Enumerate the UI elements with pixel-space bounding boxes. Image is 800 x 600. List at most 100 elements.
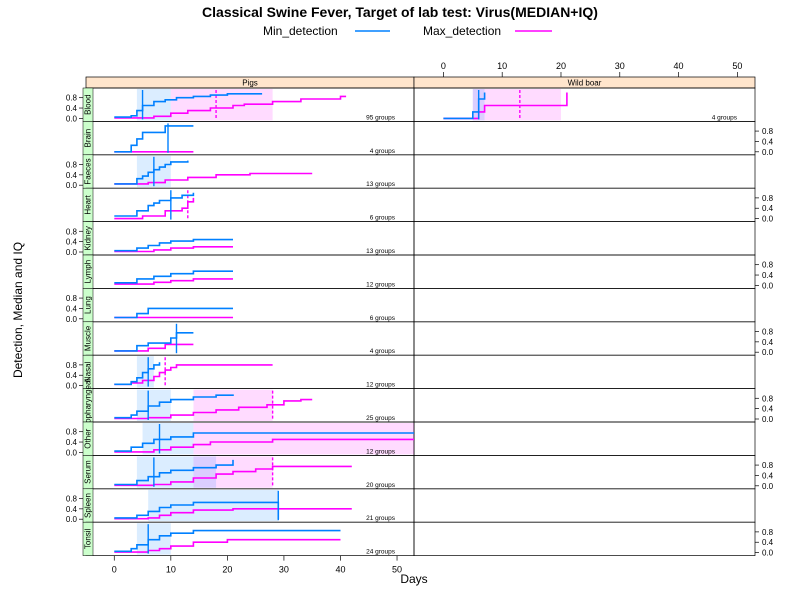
y-tick-label: 0.0 — [66, 248, 78, 257]
step-line-min-detection — [114, 432, 414, 452]
panel-kidney-wild_boar — [413, 221, 756, 256]
panel-faeces-wild_boar — [413, 154, 756, 189]
y-tick-label: 0.8 — [66, 160, 78, 169]
step-line-min-detection — [114, 459, 234, 486]
x-tick-label: 40 — [674, 61, 684, 71]
chart-title: Classical Swine Fever, Target of lab tes… — [202, 4, 598, 20]
row-label-nasal: Nasal — [84, 361, 93, 382]
groups-count-label: 6 groups — [370, 215, 396, 222]
x-tick-label: 30 — [279, 565, 289, 575]
step-line-min-detection — [114, 93, 263, 118]
panel-brain-pigs — [85, 121, 415, 156]
row-label-blood: Blood — [84, 94, 93, 114]
groups-count-label: 21 groups — [366, 515, 396, 522]
step-line-max-detection — [114, 95, 347, 119]
series-group-lymph-pigs: 12 groups — [114, 270, 396, 288]
step-line-max-detection — [114, 398, 313, 420]
iq-band-min — [148, 489, 279, 522]
y-tick-label: 0.0 — [762, 215, 774, 224]
panel-lymph-wild_boar — [413, 254, 756, 289]
y-axis-label: Detection, Median and IQ — [11, 242, 25, 378]
y-tick-label: 0.4 — [762, 338, 774, 347]
y-tick-label: 0.8 — [762, 327, 774, 336]
y-tick-label: 0.8 — [66, 428, 78, 437]
series-group-tonsil-pigs: 24 groups — [114, 523, 396, 556]
series-group-blood-pigs: 95 groups — [114, 89, 396, 121]
y-tick-label: 0.4 — [762, 204, 774, 213]
series-group-heart-pigs: 6 groups — [114, 190, 396, 222]
y-tick-label: 0.4 — [66, 371, 78, 380]
step-line-max-detection — [114, 172, 313, 185]
groups-count-label: 25 groups — [366, 415, 396, 422]
panel-muscle-wild_boar — [413, 321, 756, 356]
y-tick-label: 0.8 — [762, 528, 774, 537]
groups-count-label: 24 groups — [366, 549, 396, 556]
y-tick-label: 0.8 — [762, 194, 774, 203]
y-tick-label: 0.8 — [762, 394, 774, 403]
y-tick-label: 0.4 — [762, 271, 774, 280]
x-tick-label: 10 — [166, 565, 176, 575]
y-tick-label: 0.8 — [66, 361, 78, 370]
y-tick-label: 0.0 — [762, 348, 774, 357]
step-line-max-detection — [114, 465, 352, 487]
step-line-min-detection — [114, 270, 233, 284]
y-tick-label: 0.8 — [66, 294, 78, 303]
row-label-faeces: Faeces — [84, 158, 93, 184]
groups-count-label: 12 groups — [366, 448, 396, 455]
series-group-serum-pigs: 20 groups — [114, 456, 396, 489]
x-tick-label: 0 — [112, 565, 117, 575]
y-tick-label: 0.0 — [66, 181, 78, 190]
legend: Min_detection Max_detection — [263, 24, 552, 38]
y-tick-label: 0.8 — [762, 461, 774, 470]
y-tick-label: 0.8 — [66, 494, 78, 503]
legend-label-min-detection: Min_detection — [263, 24, 338, 38]
series-group-blood-wild_boar: 4 groups — [443, 89, 738, 121]
y-tick-label: 0.0 — [762, 148, 774, 157]
x-tick-label: 50 — [732, 61, 742, 71]
row-label-kidney: Kidney — [84, 226, 93, 250]
x-tick-label: 50 — [392, 565, 402, 575]
panel-oropharyngeal-wild_boar — [413, 388, 756, 423]
panel-grid: Pigs Wild boar Blood 95 groups 4 groups Brain… — [82, 76, 756, 556]
panel-blood-wild_boar — [413, 87, 756, 122]
series-group-kidney-pigs: 13 groups — [114, 238, 396, 255]
y-tick-label: 0.4 — [66, 304, 78, 313]
series-group-oropharyngeal-pigs: 25 groups — [114, 389, 396, 422]
y-tick-label: 0.0 — [66, 448, 78, 457]
series-group-other-pigs: 12 groups — [114, 423, 414, 455]
step-line-max-detection — [114, 343, 194, 352]
panel-nasal-wild_boar — [413, 354, 756, 389]
series-group-nasal-pigs: 12 groups — [114, 356, 396, 389]
x-tick-label: 30 — [615, 61, 625, 71]
step-line-max-detection — [114, 508, 352, 520]
groups-count-label: 4 groups — [712, 114, 738, 121]
row-strip-tonsil — [82, 521, 94, 556]
legend-label-max-detection: Max_detection — [423, 24, 501, 38]
axes: 0.00.40.80.00.40.80.00.40.80.00.40.80.00… — [66, 61, 774, 575]
series-group-brain-pigs: 4 groups — [114, 123, 396, 155]
groups-count-label: 6 groups — [370, 315, 396, 322]
x-tick-label: 0 — [441, 61, 446, 71]
panel-serum-wild_boar — [413, 455, 756, 490]
y-tick-label: 0.8 — [66, 94, 78, 103]
x-axis-label: Days — [400, 572, 427, 586]
iq-band-min — [136, 456, 217, 488]
y-tick-label: 0.4 — [66, 505, 78, 514]
y-tick-label: 0.8 — [762, 261, 774, 270]
y-tick-label: 0.4 — [66, 171, 78, 180]
step-line-min-detection — [114, 192, 195, 217]
row-label-heart: Heart — [84, 194, 93, 214]
groups-count-label: 95 groups — [366, 114, 396, 121]
groups-count-label: 12 groups — [366, 281, 396, 288]
step-line-max-detection — [114, 438, 414, 453]
row-label-tonsil: Tonsil — [84, 528, 93, 549]
y-tick-label: 0.4 — [66, 438, 78, 447]
row-label-other: Other — [84, 428, 93, 448]
x-tick-label: 40 — [335, 565, 345, 575]
y-tick-label: 0.8 — [762, 127, 774, 136]
panel-other-wild_boar — [413, 421, 756, 456]
panel-heart-wild_boar — [413, 187, 756, 222]
y-tick-label: 0.0 — [762, 281, 774, 290]
series-group-spleen-pigs: 21 groups — [114, 489, 396, 522]
